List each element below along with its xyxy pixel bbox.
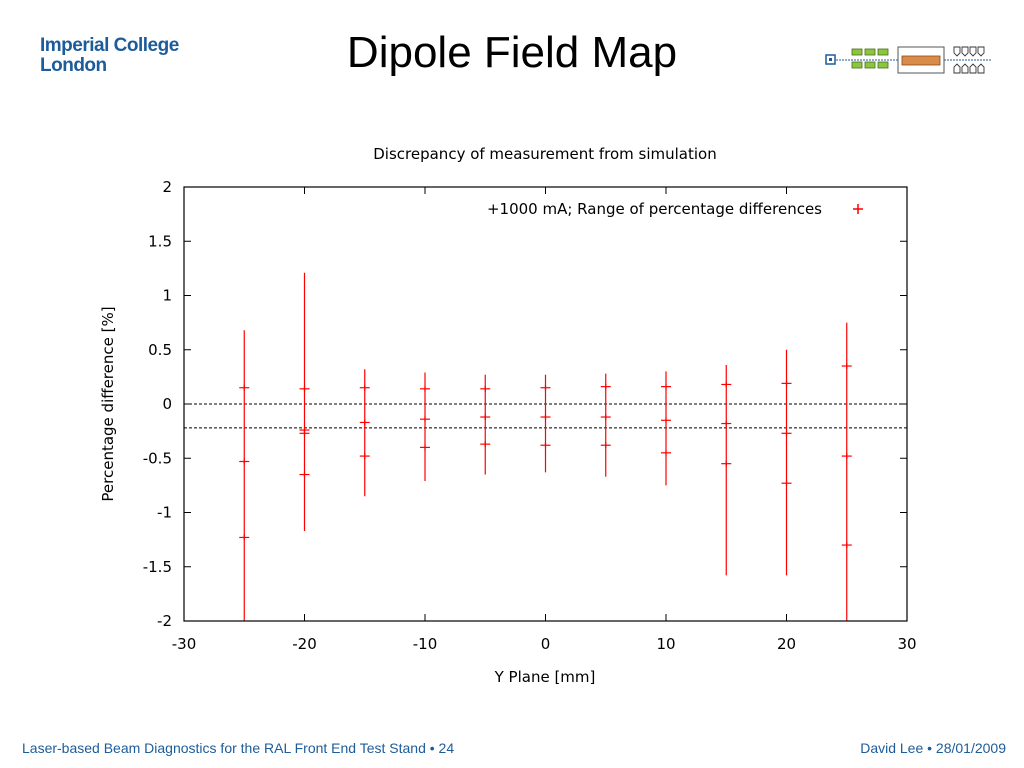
x-tick-label: -10: [413, 635, 438, 653]
error-bars: [243, 272, 848, 621]
x-tick-label: 0: [541, 635, 551, 653]
data-point: [841, 363, 852, 370]
x-tick-label: -20: [292, 635, 317, 653]
data-point: [600, 442, 611, 449]
data-point: [299, 385, 310, 392]
data-point: [359, 384, 370, 391]
data-point: [661, 383, 671, 390]
data-point: [540, 414, 551, 421]
data-point: [721, 460, 732, 467]
data-point: [600, 383, 611, 390]
y-tick-label: -1: [157, 504, 172, 522]
x-axis-ticks: -30 -20 -10 0 10 20 30: [172, 187, 917, 653]
data-point: [721, 381, 732, 388]
legend: +1000 mA; Range of percentage difference…: [487, 200, 863, 218]
y-tick-label: 1: [162, 287, 172, 305]
data-point: [480, 414, 491, 421]
x-tick-label: -30: [172, 635, 197, 653]
logo-line-2: London: [40, 55, 107, 76]
data-point: [239, 458, 250, 465]
footer-presentation-info: Laser-based Beam Diagnostics for the RAL…: [22, 740, 455, 756]
data-point: [781, 480, 792, 487]
y-tick-label: 1.5: [148, 232, 172, 250]
data-point: [841, 542, 852, 549]
data-point: [239, 384, 250, 391]
data-point: [239, 534, 250, 541]
data-point: [299, 430, 310, 437]
chart-title: Discrepancy of measurement from simulati…: [373, 145, 716, 163]
data-point: [480, 385, 491, 392]
data-point: [540, 384, 551, 391]
data-point: [420, 444, 430, 451]
data-point: [540, 442, 551, 449]
data-point: [661, 417, 671, 424]
data-point: [841, 453, 852, 460]
data-point: [299, 471, 310, 478]
y-tick-label: -1.5: [143, 558, 172, 576]
data-point: [721, 420, 732, 427]
beamline-diagram-icon: [825, 46, 992, 74]
data-point: [600, 414, 611, 421]
legend-label: +1000 mA; Range of percentage difference…: [487, 200, 822, 218]
data-point: [781, 430, 792, 437]
x-axis-label: Y Plane [mm]: [494, 668, 596, 686]
x-tick-label: 20: [777, 635, 796, 653]
footer-author-date: David Lee • 28/01/2009: [860, 740, 1006, 756]
data-point: [420, 385, 430, 392]
data-point: [480, 441, 491, 448]
data-points: [239, 363, 852, 549]
slide-title: Dipole Field Map: [346, 28, 678, 77]
x-tick-label: 30: [897, 635, 916, 653]
y-tick-label: 0.5: [148, 341, 172, 359]
data-point: [661, 449, 671, 456]
data-point: [781, 380, 792, 387]
data-point: [359, 419, 370, 426]
x-tick-label: 10: [656, 635, 675, 653]
chart: Discrepancy of measurement from simulati…: [99, 145, 917, 686]
legend-plus-marker: [853, 204, 863, 214]
y-axis-label: Percentage difference [%]: [99, 306, 117, 501]
y-tick-label: 2: [162, 178, 172, 196]
y-tick-label: -0.5: [143, 449, 172, 467]
logo-line-1: Imperial College: [40, 35, 179, 56]
imperial-college-logo: Imperial College London: [40, 36, 179, 76]
data-point: [359, 453, 370, 460]
y-tick-label: 0: [162, 395, 172, 413]
data-point: [420, 416, 430, 423]
y-axis-ticks: -2 -1.5 -1 -0.5 0 0.5 1 1.5 2: [143, 178, 907, 630]
y-tick-label: -2: [157, 612, 172, 630]
